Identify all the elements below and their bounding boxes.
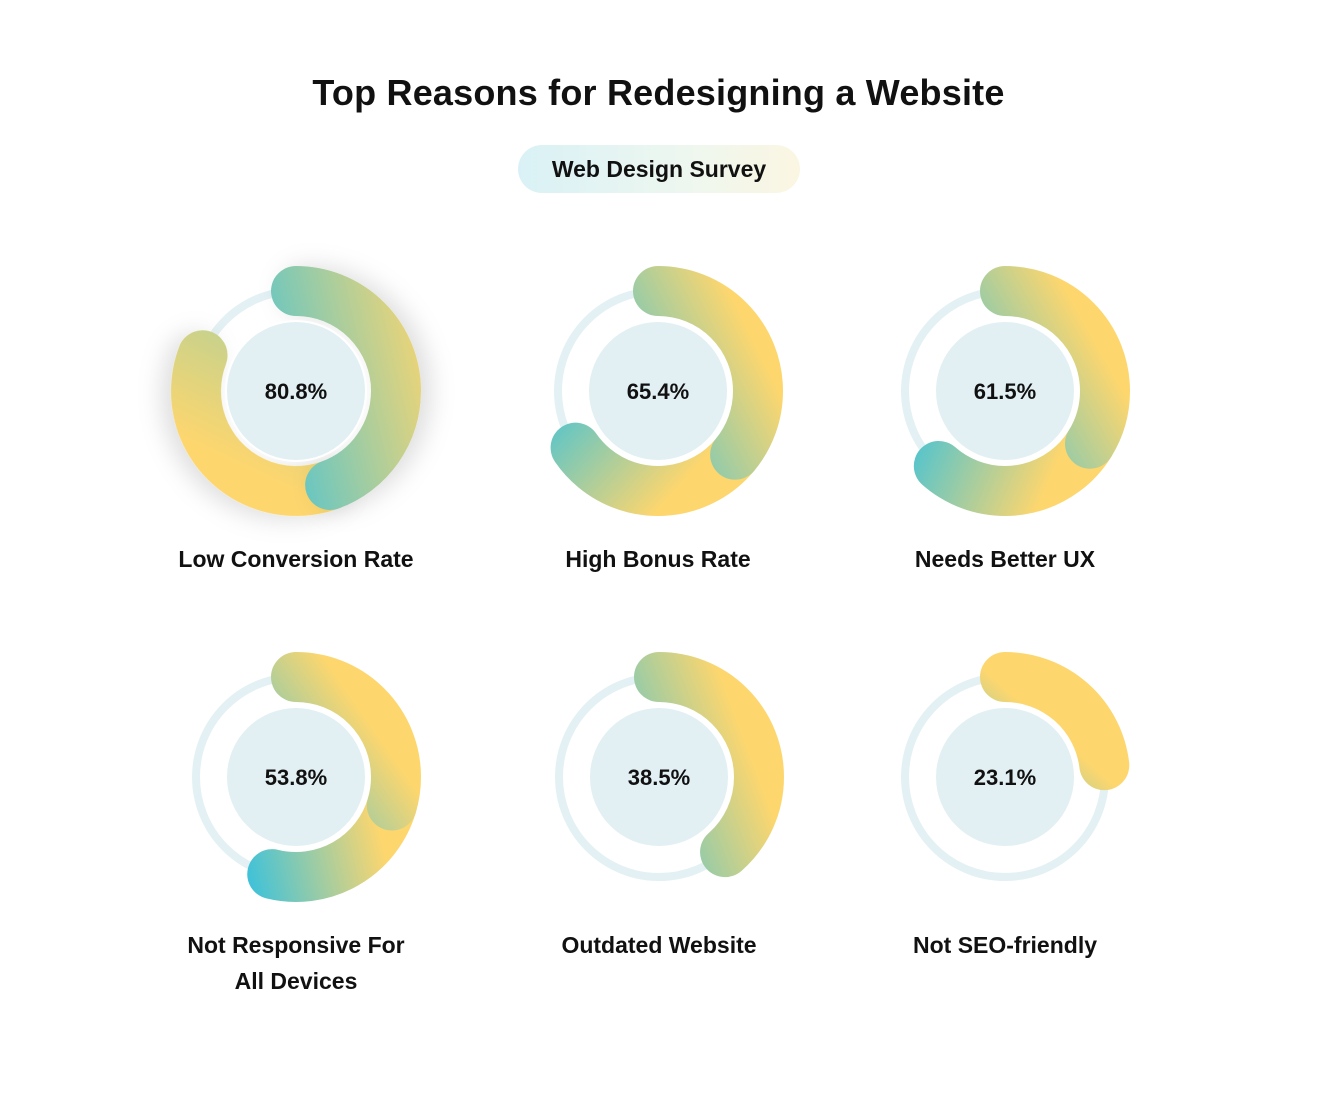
- category-label-needs-better-ux: Needs Better UX: [914, 546, 1096, 572]
- donut-high-bonus-rate: 65.4%: [533, 266, 783, 516]
- donut-value-arc: [880, 652, 1130, 902]
- donut-value-label: 23.1%: [974, 765, 1036, 790]
- chart-title: Top Reasons for Redesigning a Website: [312, 72, 1005, 113]
- subtitle-badge: Web Design Survey: [518, 145, 800, 193]
- donut-needs-better-ux: 61.5%: [880, 266, 1130, 516]
- donut-value-arc: [534, 652, 784, 902]
- donut-center: [590, 708, 728, 846]
- donut-outdated-website: 38.5%: [534, 652, 784, 902]
- category-label-not-seo-friendly: Not SEO-friendly: [912, 932, 1097, 958]
- donut-center: [589, 322, 727, 460]
- donut-value-label: 61.5%: [974, 379, 1036, 404]
- donut-center: [227, 708, 365, 846]
- donut-value-arc: [880, 266, 1130, 516]
- donut-center: [936, 322, 1074, 460]
- category-label-high-bonus-rate: High Bonus Rate: [565, 546, 751, 572]
- donut-value-label: 65.4%: [627, 379, 689, 404]
- donut-center: [936, 708, 1074, 846]
- donut-value-label: 80.8%: [265, 379, 327, 404]
- category-label-low-conversion-rate: Low Conversion Rate: [178, 546, 414, 572]
- donut-low-conversion-rate: 80.8%: [170, 266, 421, 516]
- donut-value-arc: [171, 266, 421, 516]
- donut-center: [227, 322, 365, 460]
- donut-not-seo-friendly: 23.1%: [880, 652, 1130, 902]
- donut-value-label: 53.8%: [265, 765, 327, 790]
- donut-value-label: 38.5%: [628, 765, 690, 790]
- category-label-outdated-website: Outdated Website: [561, 932, 757, 958]
- donut-not-responsive-for-all-devices: 53.8%: [171, 652, 421, 902]
- donut-value-arc: [171, 652, 421, 902]
- category-label-not-responsive-for-all-devices: Not Responsive For All Devices: [187, 932, 405, 994]
- donut-value-arc: [533, 266, 783, 516]
